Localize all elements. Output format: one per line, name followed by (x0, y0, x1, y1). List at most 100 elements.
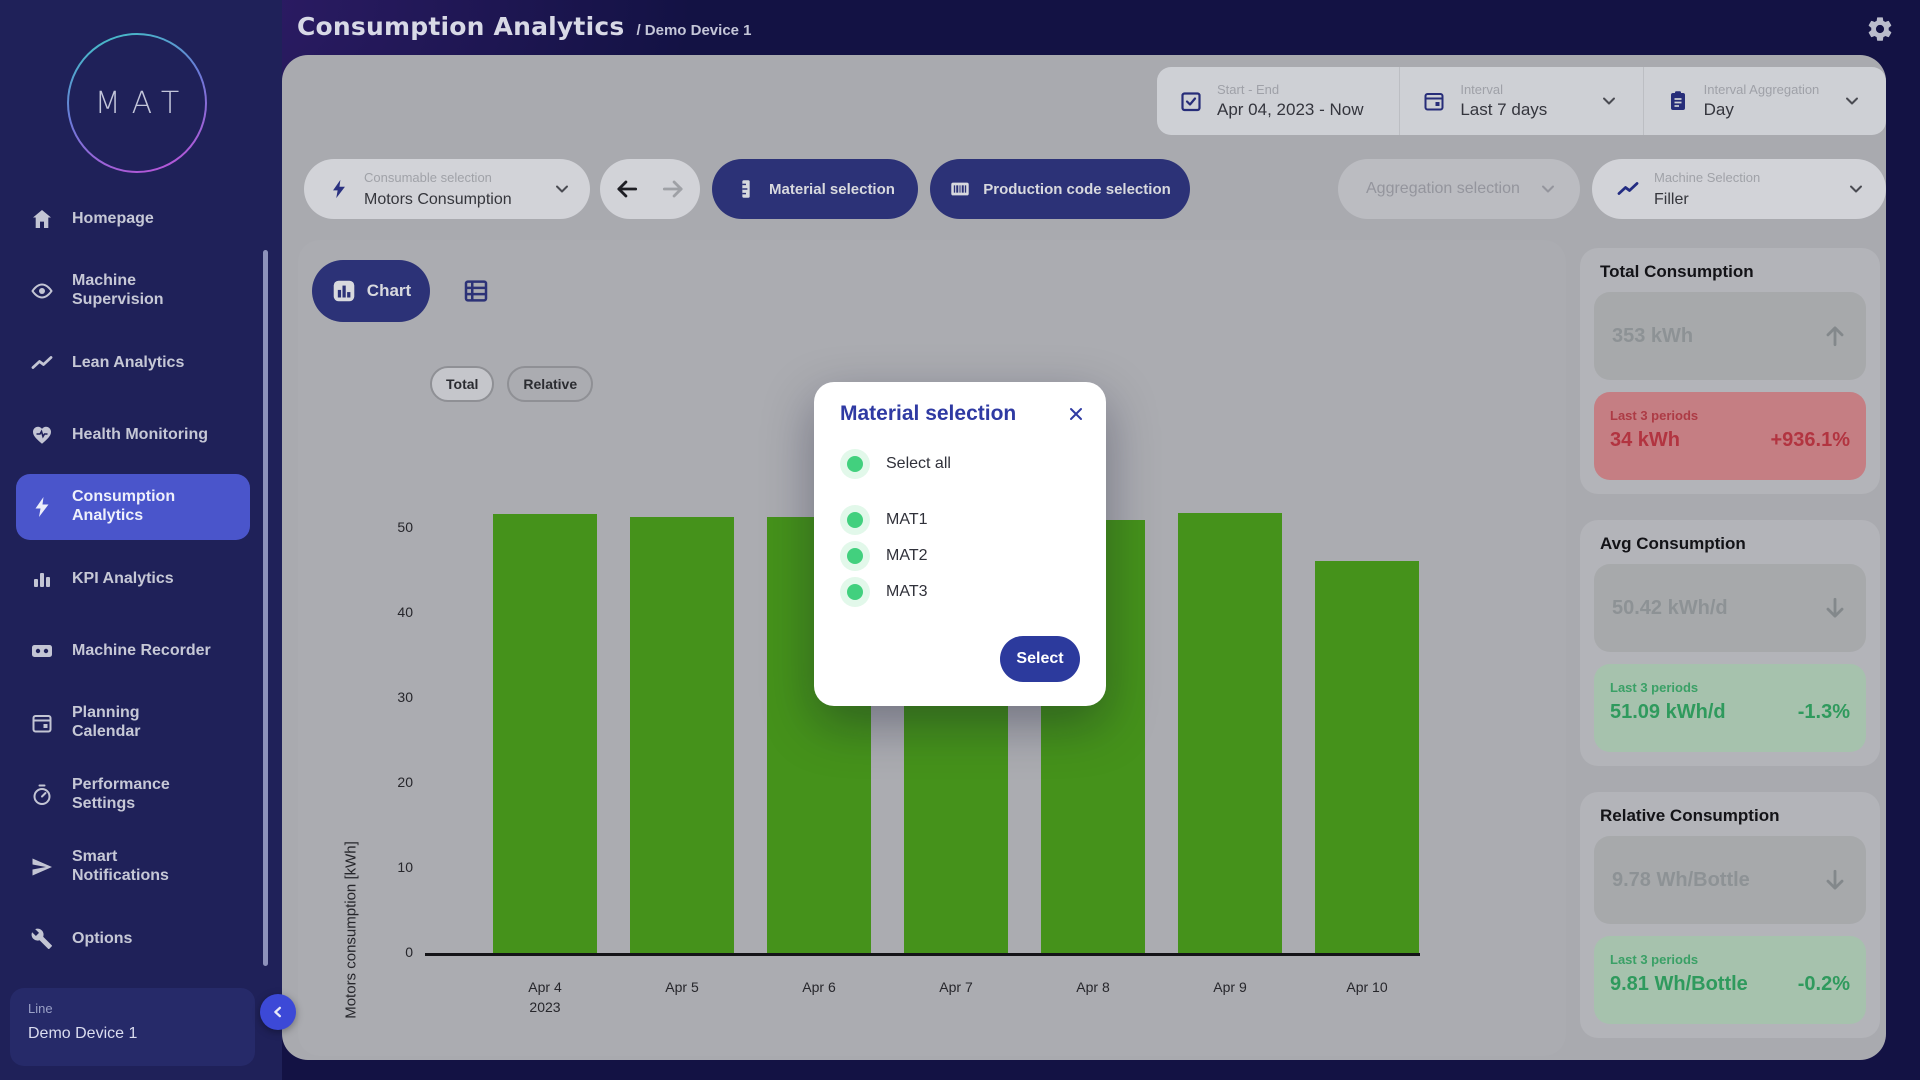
calendar-check-icon (1179, 89, 1203, 113)
date-range-picker[interactable]: Start - End Apr 04, 2023 - Now (1157, 67, 1399, 135)
material-option-label: MAT2 (886, 547, 927, 565)
sidebar-item-lean-analytics[interactable]: Lean Analytics (16, 330, 250, 396)
stat-period-box: Last 3 periods 34 kWh +936.1% (1594, 392, 1866, 480)
sidebar-item-homepage[interactable]: Homepage (16, 186, 250, 252)
sidebar-item-label: KPI Analytics (72, 570, 174, 589)
material-option-mat3[interactable]: MAT3 (814, 576, 1106, 608)
device-selector-card[interactable]: Line Demo Device 1 (10, 988, 255, 1066)
stat-period-value: 51.09 kWh/d (1610, 701, 1726, 724)
sidebar-item-label: Planning Calendar (72, 704, 212, 742)
back-arrow-icon[interactable] (614, 176, 640, 202)
interval-aggregation-select[interactable]: Interval Aggregation Day (1643, 67, 1886, 135)
barcode-icon (949, 178, 971, 200)
sidebar-item-machine-recorder[interactable]: Machine Recorder (16, 618, 250, 684)
interval-label: Interval (1460, 82, 1547, 97)
date-range-value: Apr 04, 2023 - Now (1217, 100, 1363, 120)
sidebar-item-options[interactable]: Options (16, 906, 250, 972)
production-code-selection-button-label: Production code selection (983, 181, 1171, 198)
forward-arrow-icon[interactable] (660, 176, 686, 202)
x-axis-label: Apr 42023 (490, 977, 600, 1018)
consumable-selection-dropdown[interactable]: Consumable selection Motors Consumption (304, 159, 590, 219)
sidebar-item-label: Performance Settings (72, 776, 212, 814)
stat-current-value: 50.42 kWh/d (1612, 597, 1728, 620)
x-axis-label: Apr 6 (764, 977, 874, 997)
app-logo-text: MAT (84, 86, 190, 121)
y-axis-tick: 10 (367, 859, 413, 875)
close-icon[interactable] (1066, 404, 1086, 424)
stat-period-box: Last 3 periods 51.09 kWh/d -1.3% (1594, 664, 1866, 752)
material-option-label: MAT1 (886, 511, 927, 529)
wrench-icon (30, 927, 54, 951)
stats-column: Total Consumption 353 kWh Last 3 periods… (1580, 248, 1880, 1038)
stat-period-delta: +936.1% (1770, 429, 1850, 452)
y-axis-title: Motors consumption [kWh] (343, 841, 360, 1019)
heart-icon (30, 423, 54, 447)
date-range-label: Start - End (1217, 82, 1363, 97)
chevron-down-icon (1599, 91, 1619, 111)
sidebar: MAT Homepage Machine Supervision Lean An… (0, 0, 282, 1080)
calendar-icon (1422, 89, 1446, 113)
sidebar-item-performance-settings[interactable]: Performance Settings (16, 762, 250, 828)
sidebar-item-label: Homepage (72, 210, 154, 229)
material-option-mat2[interactable]: MAT2 (814, 540, 1106, 572)
sidebar-collapse-button[interactable] (260, 994, 296, 1030)
gauge-icon (30, 783, 54, 807)
mode-toggle: Total Relative (430, 366, 593, 402)
sidebar-item-machine-supervision[interactable]: Machine Supervision (16, 258, 250, 324)
stat-period-box: Last 3 periods 9.81 Wh/Bottle -0.2% (1594, 936, 1866, 1024)
trend-icon (30, 351, 54, 375)
app-logo: MAT (67, 33, 207, 173)
x-axis-line (425, 953, 1420, 956)
page-title: Consumption Analytics (297, 12, 624, 41)
sidebar-item-smart-notifications[interactable]: Smart Notifications (16, 834, 250, 900)
radio-selected-icon[interactable] (840, 505, 870, 535)
sidebar-item-planning-calendar[interactable]: Planning Calendar (16, 690, 250, 756)
calendar-icon (30, 711, 54, 735)
stat-period-label: Last 3 periods (1610, 680, 1850, 695)
stat-card-relative-consumption: Relative Consumption 9.78 Wh/Bottle Last… (1580, 792, 1880, 1038)
y-axis-tick: 50 (367, 519, 413, 535)
mode-total-button[interactable]: Total (430, 366, 494, 402)
stat-current-value: 353 kWh (1612, 325, 1693, 348)
stat-card-total-consumption: Total Consumption 353 kWh Last 3 periods… (1580, 248, 1880, 494)
material-option-mat1[interactable]: MAT1 (814, 504, 1106, 536)
app-window: Consumption Analytics / Demo Device 1 MA… (0, 0, 1920, 1080)
select-all-option[interactable]: Select all (814, 448, 1106, 480)
select-button[interactable]: Select (1000, 636, 1080, 682)
sidebar-item-label: Machine Recorder (72, 642, 211, 661)
sidebar-item-consumption-analytics[interactable]: Consumption Analytics (16, 474, 250, 540)
breadcrumb: Consumption Analytics / Demo Device 1 (297, 12, 752, 41)
arrow-up-icon (1822, 323, 1848, 349)
table-view-icon[interactable] (461, 276, 491, 306)
aggregation-selection-dropdown[interactable]: Aggregation selection (1338, 159, 1580, 219)
sidebar-item-label: Consumption Analytics (72, 488, 212, 526)
interval-select[interactable]: Interval Last 7 days (1399, 67, 1642, 135)
bolt-icon (328, 178, 350, 200)
stat-period-value: 9.81 Wh/Bottle (1610, 973, 1748, 996)
home-icon (30, 207, 54, 231)
bar-apr-9 (1178, 513, 1282, 953)
stat-card-avg-consumption: Avg Consumption 50.42 kWh/d Last 3 perio… (1580, 520, 1880, 766)
breadcrumb-device: / Demo Device 1 (636, 22, 751, 39)
production-code-selection-button[interactable]: Production code selection (930, 159, 1190, 219)
aggregation-selection-placeholder: Aggregation selection (1366, 180, 1520, 198)
machine-selection-value: Filler (1654, 191, 1760, 209)
sidebar-item-kpi-analytics[interactable]: KPI Analytics (16, 546, 250, 612)
mode-relative-button[interactable]: Relative (507, 366, 593, 402)
interval-aggregation-label: Interval Aggregation (1704, 82, 1820, 97)
stat-current-value-box: 353 kWh (1594, 292, 1866, 380)
stat-card-title: Relative Consumption (1594, 806, 1866, 826)
machine-selection-dropdown[interactable]: Machine Selection Filler (1592, 159, 1886, 219)
y-axis-tick: 30 (367, 689, 413, 705)
bar-apr-4 (493, 514, 597, 953)
sidebar-nav: Homepage Machine Supervision Lean Analyt… (0, 186, 282, 972)
recorder-icon (30, 639, 54, 663)
material-selection-button[interactable]: Material selection (712, 159, 918, 219)
radio-selected-icon[interactable] (840, 449, 870, 479)
sidebar-item-health-monitoring[interactable]: Health Monitoring (16, 402, 250, 468)
chart-view-button[interactable]: Chart (312, 260, 430, 322)
radio-selected-icon[interactable] (840, 577, 870, 607)
radio-selected-icon[interactable] (840, 541, 870, 571)
sidebar-scrollbar[interactable] (263, 250, 268, 966)
gear-icon[interactable] (1866, 15, 1894, 43)
